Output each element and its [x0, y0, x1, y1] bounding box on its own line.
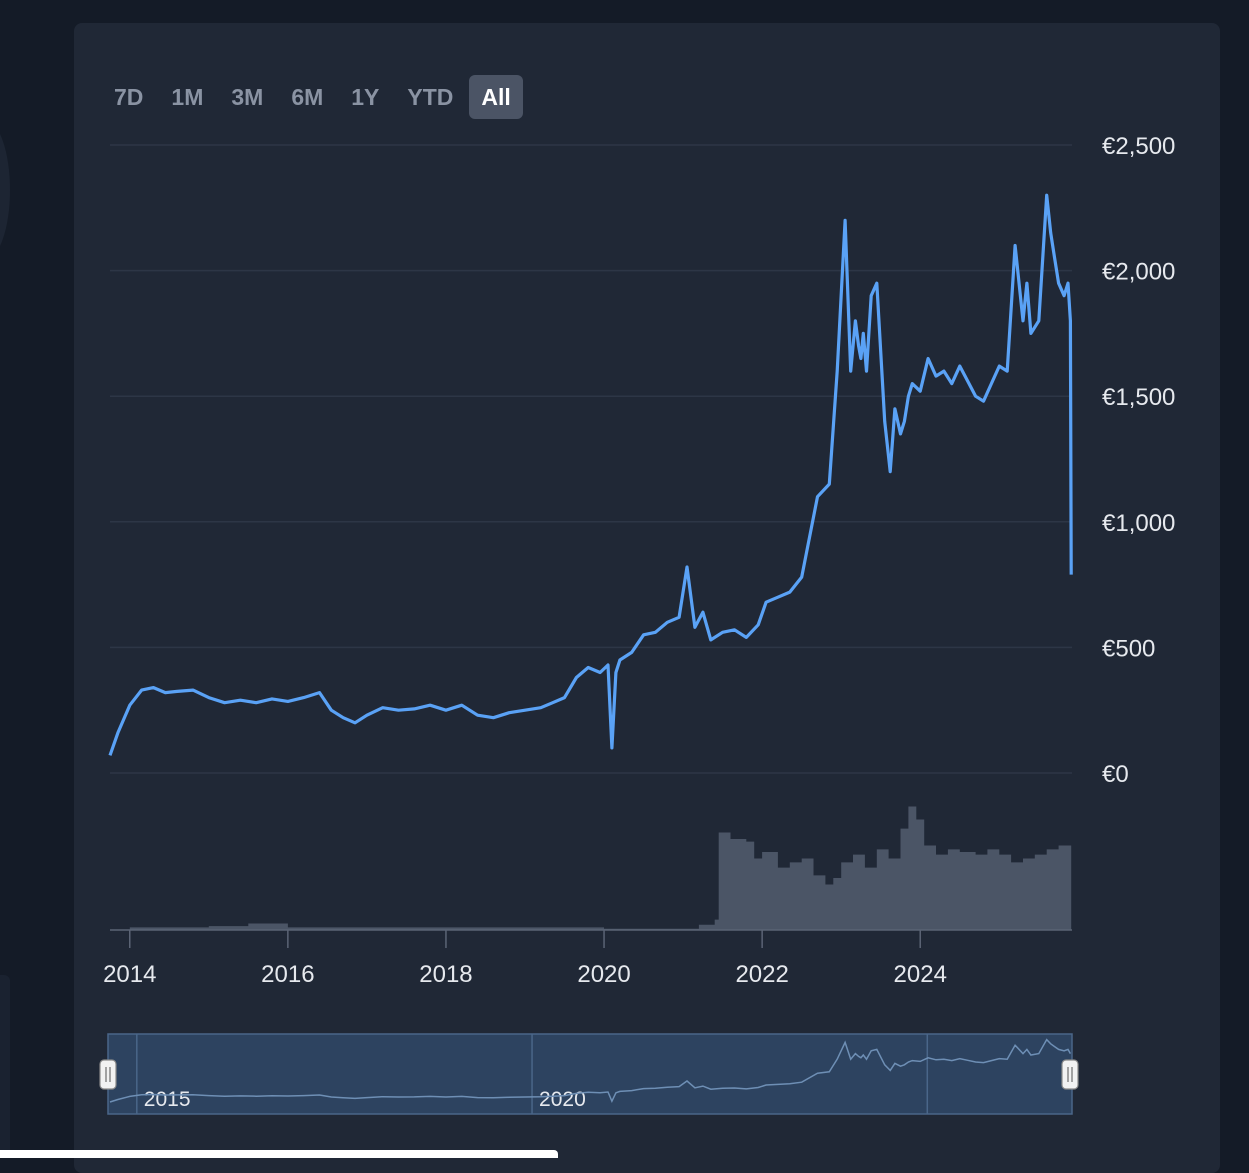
x-tick-label: 2018	[419, 961, 472, 988]
navigator-tick-label: 2015	[144, 1088, 191, 1111]
y-tick-label: €1,000	[1102, 510, 1175, 537]
y-tick-label: €0	[1102, 761, 1129, 788]
y-tick-label: €2,500	[1102, 133, 1175, 160]
page-scrollbar[interactable]	[0, 1150, 558, 1158]
range-tabs: 7D 1M 3M 6M 1Y YTD All	[102, 75, 523, 119]
x-tick-label: 2020	[577, 961, 630, 988]
tab-3m[interactable]: 3M	[231, 84, 264, 110]
background-decoration	[0, 975, 10, 1158]
navigator-left-handle[interactable]	[99, 1059, 117, 1090]
tab-ytd[interactable]: YTD	[407, 84, 454, 110]
navigator-line	[109, 1038, 1072, 1104]
navigator-tick-label: 2020	[539, 1088, 586, 1111]
x-tick-label: 2022	[735, 961, 788, 988]
background-decoration	[0, 120, 10, 260]
y-tick-label: €500	[1102, 635, 1155, 662]
y-tick-label: €1,500	[1102, 384, 1175, 411]
chart-panel: 7D 1M 3M 6M 1Y YTD All	[74, 23, 1220, 1173]
tab-7d[interactable]: 7D	[114, 84, 144, 110]
navigator-right-handle[interactable]	[1061, 1059, 1079, 1090]
tab-1y[interactable]: 1Y	[351, 84, 380, 110]
tab-1m[interactable]: 1M	[171, 84, 204, 110]
tab-all[interactable]: All	[469, 75, 523, 119]
volume-area	[110, 806, 1072, 930]
x-tick-label: 2024	[894, 961, 947, 988]
navigator-window	[107, 1033, 1073, 1115]
tab-6m[interactable]: 6M	[291, 84, 324, 110]
y-tick-label: €2,000	[1102, 259, 1175, 286]
x-tick-label: 2016	[261, 961, 314, 988]
price-line	[108, 193, 1073, 756]
x-tick-label: 2014	[103, 961, 156, 988]
